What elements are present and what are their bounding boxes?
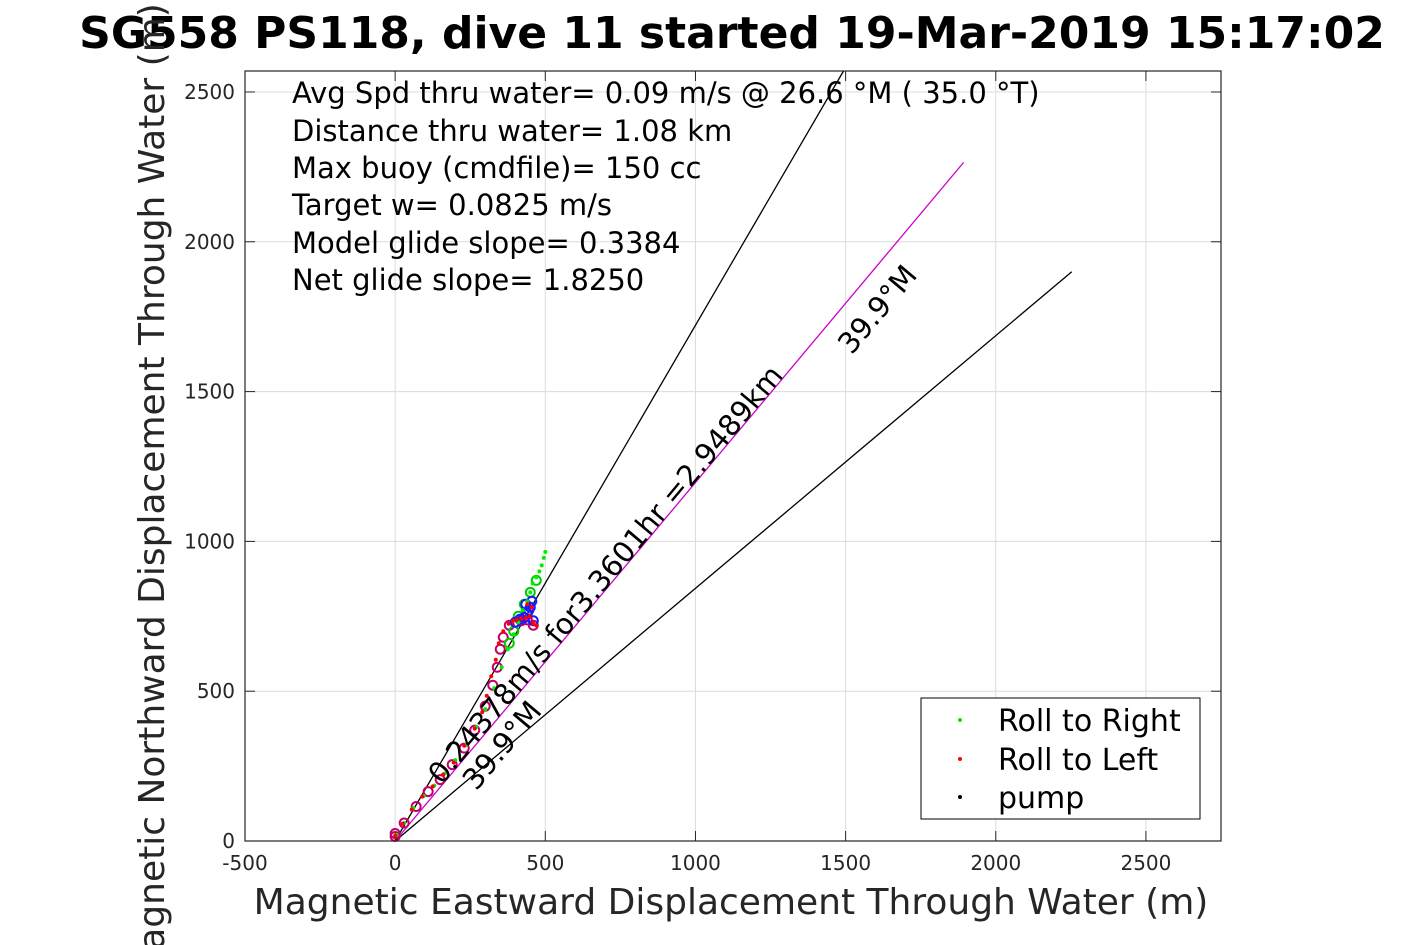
- annotations: 0.24378m/s for3.3601hr =2.9489km39.9°M39…: [421, 258, 924, 796]
- y-tick-label: 0: [222, 829, 235, 853]
- x-tick-label: 500: [526, 851, 564, 875]
- data-point-roll-to-left: [420, 794, 425, 799]
- data-point-roll-to-left: [480, 710, 485, 715]
- data-point-roll-to-right: [534, 575, 539, 580]
- info-line: Max buoy (cmdfile)= 150 cc: [292, 151, 701, 185]
- x-tick-label: 1000: [670, 851, 721, 875]
- data-point-roll-to-left: [525, 602, 530, 607]
- data-point-roll-to-left: [527, 614, 532, 619]
- legend: Roll to Right Roll to Left pump: [920, 697, 1201, 820]
- legend-marker-pump: [958, 795, 962, 799]
- data-point-roll-to-left: [506, 621, 511, 626]
- annotation-label: 39.9°M: [831, 258, 924, 360]
- data-point-roll-to-left: [409, 807, 414, 812]
- legend-marker-roll-left: [958, 757, 962, 761]
- track-circle-magenta: [458, 742, 470, 754]
- info-line: Model glide slope= 0.3384: [292, 226, 680, 260]
- track-circle-magenta: [494, 643, 506, 655]
- data-point-roll-to-left: [493, 657, 498, 662]
- track-circle-magenta: [487, 679, 499, 691]
- grid-lines: [244, 71, 1221, 842]
- info-line: Avg Spd thru water= 0.09 m/s @ 26.6 °M (…: [292, 76, 1040, 110]
- x-axis-label: Magnetic Eastward Displacement Through W…: [254, 882, 1209, 923]
- legend-label-roll-left: Roll to Left: [998, 743, 1158, 778]
- legend-marker-roll-right: [958, 718, 962, 722]
- track-circle-magenta: [446, 759, 458, 771]
- reference-lines: [394, 70, 1073, 842]
- track-circle-magenta: [469, 724, 481, 736]
- y-tick-label: 500: [197, 679, 235, 703]
- data-point-roll-to-right: [541, 555, 546, 560]
- data-point-roll-to-left: [441, 772, 446, 777]
- y-axis-label: Magnetic Northward Displacement Through …: [132, 3, 173, 945]
- x-tick-label: 2500: [1120, 851, 1171, 875]
- reference-line: [394, 161, 965, 842]
- data-point-roll-to-left: [393, 833, 398, 838]
- y-tick-label: 1500: [184, 380, 235, 404]
- track-circle-magenta: [410, 801, 422, 813]
- data-point-roll-to-right: [499, 665, 504, 670]
- track-circle-magenta: [398, 817, 410, 829]
- data-point-roll-to-left: [514, 617, 519, 622]
- legend-label-pump: pump: [998, 781, 1084, 816]
- reference-line: [394, 70, 845, 842]
- track-circle-magenta: [389, 828, 401, 840]
- data-point-roll-to-left: [472, 726, 477, 731]
- data-point-roll-to-left: [529, 605, 534, 610]
- data-point-roll-to-left: [519, 616, 524, 621]
- data-point-roll-to-right: [537, 569, 542, 574]
- data-point-roll-to-right: [530, 581, 535, 586]
- track-circle-blue: [520, 598, 532, 610]
- data-point-roll-to-right: [539, 563, 544, 568]
- x-tick-label: 0: [389, 851, 402, 875]
- data-point-roll-to-left: [484, 693, 489, 698]
- info-block: Avg Spd thru water= 0.09 m/s @ 26.6 °M (…: [291, 76, 1040, 297]
- info-line: Distance thru water= 1.08 km: [292, 114, 732, 148]
- track-circle-magenta: [434, 774, 446, 786]
- legend-box: [920, 697, 1201, 820]
- y-tick-label: 2000: [184, 230, 235, 254]
- data-point-roll-to-right: [492, 686, 497, 691]
- x-tick-label: 1500: [820, 851, 871, 875]
- y-tick-label: 1000: [184, 529, 235, 553]
- chart-title: SG558 PS118, dive 11 started 19-Mar-2019…: [79, 8, 1385, 59]
- info-line: Net glide slope= 1.8250: [292, 263, 644, 297]
- info-line: Target w= 0.0825 m/s: [291, 188, 612, 222]
- y-tick-label: 2500: [184, 80, 235, 104]
- axis-ticks: -500 0 500 1000 1500 2000 25000500100015002000…: [184, 71, 1221, 875]
- data-point-roll-to-left: [489, 674, 494, 679]
- data-point-roll-to-right: [505, 647, 510, 652]
- data-point-roll-to-left: [531, 621, 536, 626]
- data-point-roll-to-left: [462, 743, 467, 748]
- data-point-roll-to-right: [520, 608, 525, 613]
- data-point-roll-to-left: [451, 760, 456, 765]
- data-point-roll-to-left: [430, 784, 435, 789]
- legend-label-roll-right: Roll to Right: [998, 704, 1181, 739]
- track-circle-magenta: [422, 786, 434, 798]
- data-point-roll-to-right: [543, 549, 548, 554]
- data-points: [393, 549, 548, 838]
- annotation-label: 0.24378m/s for3.3601hr =2.9489km: [421, 359, 790, 790]
- x-tick-label: -500: [222, 851, 267, 875]
- x-tick-label: 2000: [970, 851, 1021, 875]
- data-point-roll-to-left: [523, 615, 528, 620]
- data-point-roll-to-left: [501, 629, 506, 634]
- data-point-roll-to-left: [534, 623, 539, 628]
- plot-area-frame: [244, 70, 1222, 842]
- data-point-roll-to-left: [496, 641, 501, 646]
- data-point-roll-to-right: [511, 632, 516, 637]
- data-point-roll-to-right: [528, 590, 533, 595]
- reference-line: [394, 271, 1073, 842]
- data-point-roll-to-left: [400, 821, 405, 826]
- data-point-roll-to-right: [525, 599, 530, 604]
- data-point-roll-to-left: [510, 618, 515, 623]
- data-point-roll-to-right: [483, 707, 488, 712]
- track-circle-green: [503, 637, 515, 649]
